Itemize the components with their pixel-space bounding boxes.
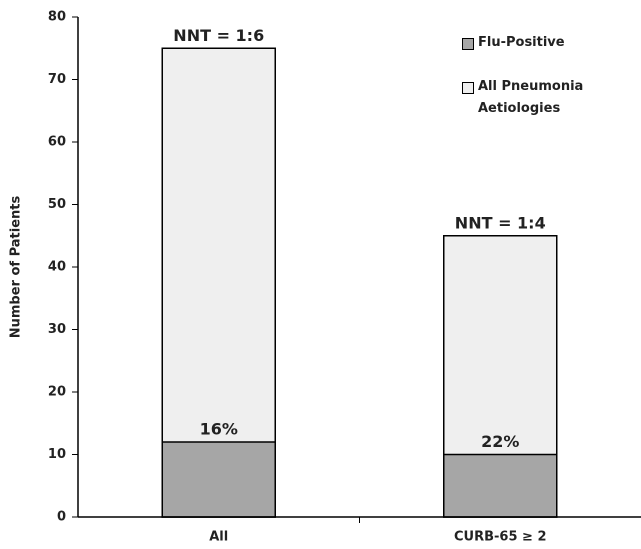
legend-label: Flu-Positive (478, 35, 565, 50)
legend-swatch (462, 82, 474, 94)
y-tick-label: 30 (48, 322, 66, 337)
legend-label: All Pneumonia Aetiologies (478, 79, 584, 116)
data-label: NNT = 1:6 (173, 26, 264, 45)
y-tick-label: 10 (48, 447, 66, 462)
y-tick-label: 20 (48, 385, 66, 400)
data-label: 16% (200, 420, 238, 439)
legend-swatch (462, 38, 474, 50)
x-tick-label: All (209, 530, 228, 545)
y-tick-label: 0 (57, 510, 66, 525)
bar (443, 453, 558, 518)
data-label: 22% (481, 432, 519, 451)
legend-item: Flu-Positive (462, 32, 622, 54)
y-axis-label: Number of Patients (9, 195, 24, 338)
y-tick-label: 80 (48, 10, 66, 25)
bar (161, 441, 276, 518)
y-tick-label: 50 (48, 197, 66, 212)
y-tick-label: 70 (48, 72, 66, 87)
legend-item: All Pneumonia Aetiologies (462, 76, 622, 120)
y-tick-label: 60 (48, 135, 66, 150)
legend: Flu-Positive All Pneumonia Aetiologies (462, 32, 622, 142)
y-tick-label: 40 (48, 260, 66, 275)
data-label: NNT = 1:4 (455, 213, 546, 232)
x-tick-label: CURB-65 ≥ 2 (454, 530, 547, 545)
